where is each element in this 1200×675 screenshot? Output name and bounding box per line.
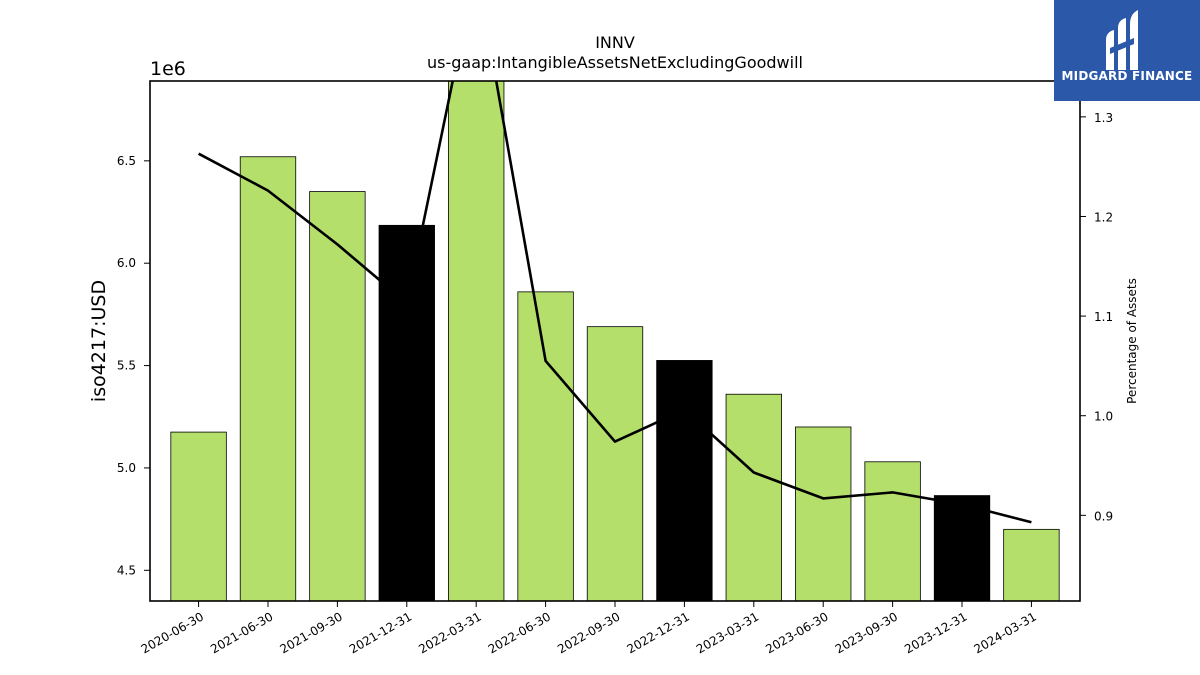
bars-group [170,81,1060,601]
y2-axis-label: Percentage of Assets [1125,278,1139,404]
x-tick-label: 2022-09-30 [555,609,622,656]
chart-subtitle: us-gaap:IntangibleAssetsNetExcludingGood… [427,53,803,72]
y2-tick-label: 1.1 [1094,310,1113,324]
bar-2021-12-31 [378,224,435,601]
y2-tick-label: 1.2 [1094,210,1113,224]
bar-2021-06-30 [239,156,297,601]
y-offset-label: 1e6 [150,58,186,80]
logo-text: MIDGARD FINANCE [1061,69,1193,83]
bar-2020-06-30 [170,431,227,601]
x-tick-label: 2022-03-31 [416,609,483,656]
y-tick-label: 6.5 [117,154,136,168]
x-tick-label: 2022-12-31 [624,609,691,656]
bar-2024-03-31 [1003,528,1060,601]
y-tick-label: 5.0 [117,461,136,475]
x-tick-label: 2021-12-31 [347,609,414,656]
logo-mark-icon [1106,10,1138,70]
y-tick-label: 4.5 [117,563,136,577]
x-tick-label: 2022-06-30 [486,609,553,656]
bar-2023-12-31 [933,495,991,601]
x-tick-label: 2021-09-30 [277,609,344,656]
bar-2023-09-30 [864,461,921,601]
x-tick-label: 2023-03-31 [694,609,761,656]
bar-2022-03-31 [448,81,505,601]
y2-tick-label: 0.9 [1094,509,1113,523]
y2-tick-label: 1.3 [1094,111,1113,125]
y-axis-label: iso4217:USD [88,280,110,402]
bar-2023-06-30 [795,426,852,601]
percentage-of-assets-line [197,81,1032,524]
bar-2022-09-30 [586,326,644,601]
chart-title: INNV [595,33,635,52]
bar-2022-12-31 [656,360,713,601]
x-tick-label: 2020-06-30 [139,609,206,656]
x-tick-label: 2021-06-30 [208,609,275,656]
x-tick-label: 2023-06-30 [763,609,830,656]
y2-tick-label: 1.0 [1094,410,1113,424]
bar-2022-06-30 [517,291,574,601]
x-tick-label: 2024-03-31 [972,609,1039,656]
bar-2023-03-31 [725,393,782,601]
brand-logo: MIDGARD FINANCE [1054,0,1200,101]
line-group [197,81,1032,524]
x-tick-label: 2023-12-31 [902,609,969,656]
y-tick-label: 6.0 [117,256,136,270]
bar-2021-09-30 [309,191,366,601]
y-tick-label: 5.5 [117,359,136,373]
x-tick-label: 2023-09-30 [833,609,900,656]
